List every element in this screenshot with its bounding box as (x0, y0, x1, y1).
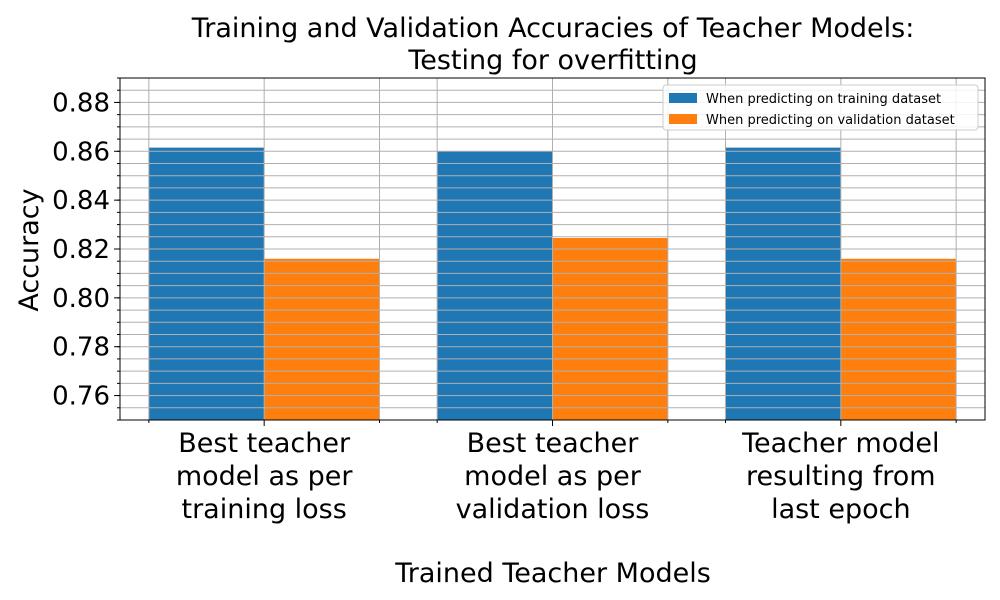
x-tick-label-line: model as per (464, 461, 642, 492)
x-tick-label-line: validation loss (456, 494, 650, 525)
x-tick-label-line: resulting from (746, 461, 936, 492)
y-tick-label: 0.86 (52, 137, 110, 167)
y-tick-label: 0.76 (52, 382, 110, 412)
x-tick-label-line: Best teacher (178, 428, 351, 459)
y-tick-label: 0.88 (52, 88, 110, 118)
x-tick-label-line: Best teacher (467, 428, 640, 459)
x-tick-label-1: Best teacher model as per validation loss (456, 428, 650, 525)
y-axis-label: Accuracy (14, 188, 45, 311)
legend: When predicting on training dataset When … (662, 84, 979, 131)
legend-box (662, 84, 979, 131)
chart-title-line-1: Training and Validation Accuracies of Te… (191, 13, 915, 44)
y-tick-label: 0.80 (52, 284, 110, 314)
x-tick-label-line: training loss (181, 494, 346, 525)
bar-training-2 (725, 147, 841, 420)
y-tick-label: 0.82 (52, 235, 110, 265)
x-axis-label: Trained Teacher Models (394, 558, 711, 589)
x-tick-label-2: Teacher model resulting from last epoch (741, 428, 939, 525)
x-tick-label-0: Best teacher model as per training loss (176, 428, 354, 525)
x-tick-label-line: model as per (176, 461, 354, 492)
legend-swatch-0 (669, 93, 697, 103)
y-tick-label: 0.78 (52, 333, 110, 363)
plot-area: 0.76 0.78 0.80 0.82 0.84 0.86 0.88 Best teacher… (52, 77, 986, 525)
y-tick-label: 0.84 (52, 186, 110, 216)
legend-label-1: When predicting on validation dataset (706, 113, 955, 128)
bar-training-0 (148, 147, 265, 420)
legend-label-0: When predicting on training dataset (706, 92, 941, 107)
chart-title-line-2: Testing for overfitting (407, 45, 697, 76)
bar-validation-1 (552, 238, 668, 420)
legend-swatch-1 (669, 114, 697, 124)
x-tick-label-line: Teacher model (741, 428, 939, 459)
chart-title: Training and Validation Accuracies of Te… (191, 13, 915, 76)
x-tick-label-line: last epoch (771, 494, 911, 525)
